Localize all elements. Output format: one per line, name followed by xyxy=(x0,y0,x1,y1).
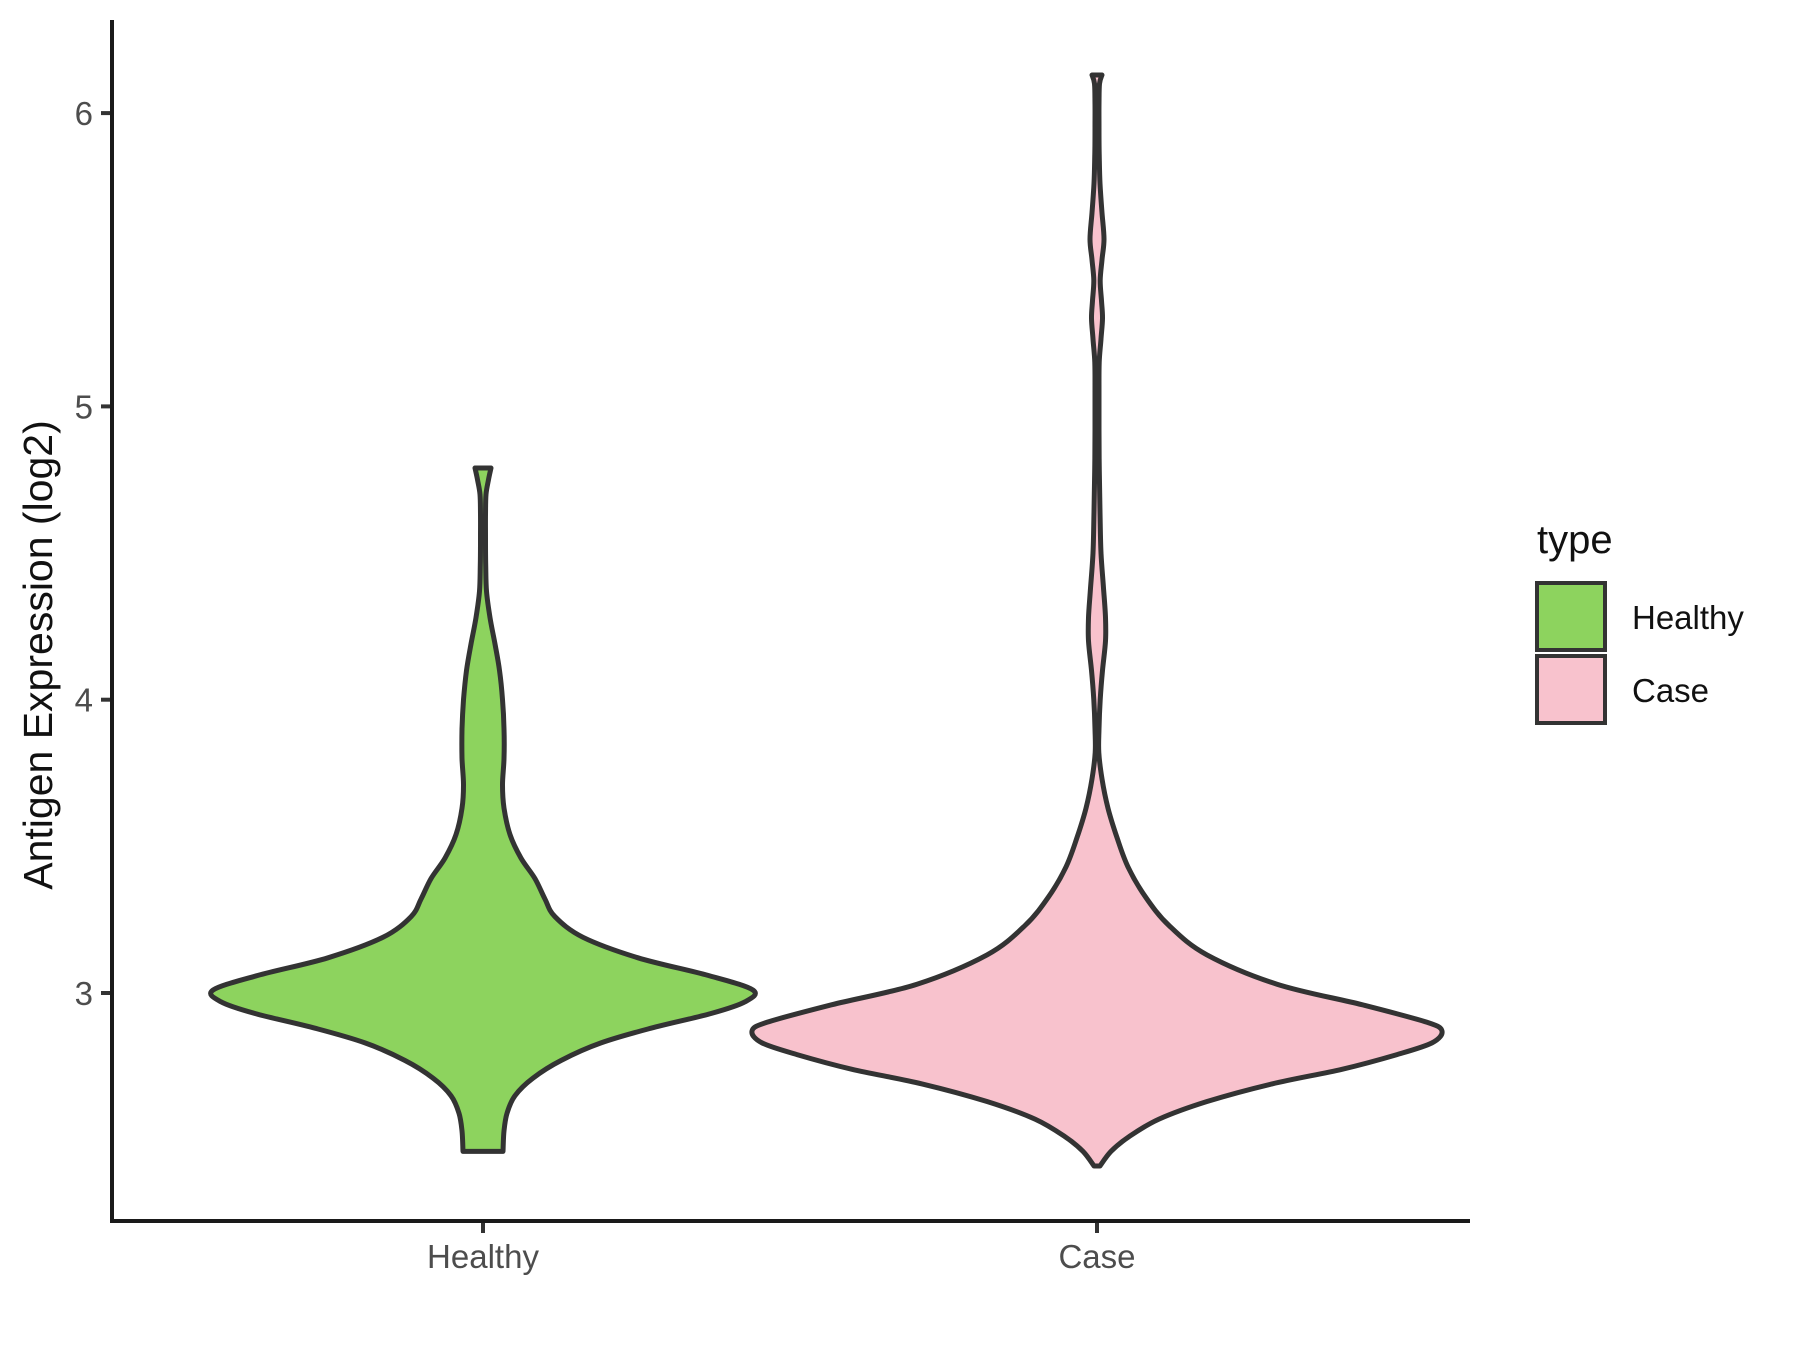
legend-swatch-case xyxy=(1535,654,1607,725)
legend-label-case: Case xyxy=(1632,672,1709,709)
violin-case xyxy=(749,72,1445,1169)
violin-healthy xyxy=(208,465,758,1154)
x-tick-label-healthy: Healthy xyxy=(427,1238,539,1275)
legend: type Healthy Case xyxy=(1535,518,1744,725)
legend-title: type xyxy=(1537,518,1613,562)
y-tick-label: 4 xyxy=(75,682,93,719)
y-tick-label: 6 xyxy=(75,95,93,132)
legend-label-healthy: Healthy xyxy=(1632,599,1744,636)
y-tick-label: 3 xyxy=(75,975,93,1012)
x-tick-label-case: Case xyxy=(1058,1238,1135,1275)
y-axis-title: Antigen Expression (log2) xyxy=(15,420,61,889)
y-tick-label: 5 xyxy=(75,388,93,425)
axis-ticks: 3 4 5 6 xyxy=(75,95,1099,1233)
legend-swatch-healthy xyxy=(1535,581,1607,652)
violins xyxy=(208,72,1445,1169)
